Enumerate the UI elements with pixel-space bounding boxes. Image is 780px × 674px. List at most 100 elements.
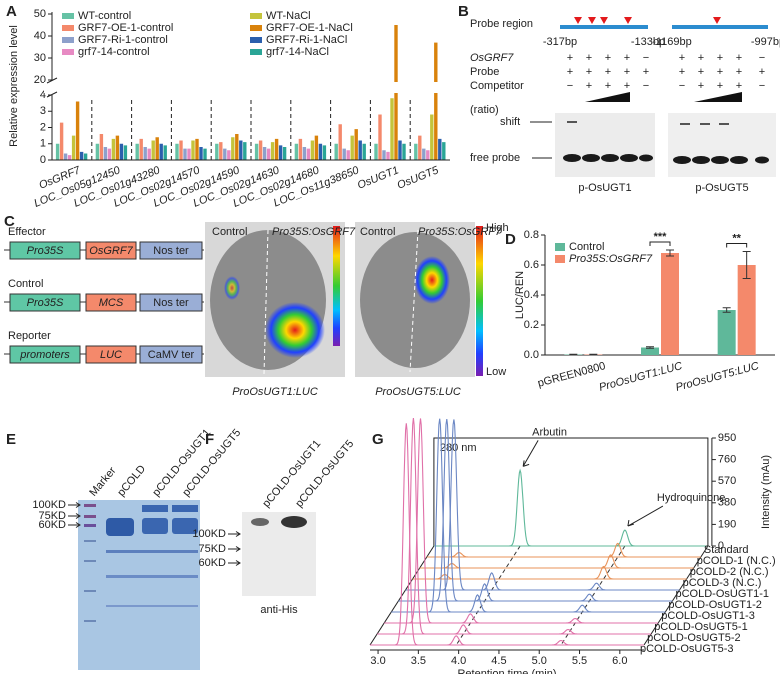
sign: + [567,52,573,64]
peak [452,624,475,635]
x-tick-label: pGREEN0800 [536,360,606,390]
peak [480,572,503,591]
peak [428,418,451,613]
scale-high: High [486,222,509,234]
error-bar [646,346,654,349]
legend-label: grf7-14-NaCl [266,46,329,58]
probe-start: -317bp [543,36,577,48]
peak [556,628,580,635]
peak [606,542,630,558]
bar [318,143,323,160]
lane-label: pCOLD [115,463,148,499]
image-label: Pro35S:OsGRF7 [418,226,502,238]
sign: + [717,80,723,92]
sign: + [736,52,742,64]
bar [278,145,283,160]
arrow [68,502,81,508]
error-bar [722,307,731,313]
midline [263,229,269,375]
bar [199,147,203,160]
x-tick-label: OsUGT5 [396,164,442,192]
peak [459,613,482,624]
y-tick-label: 3 [40,105,46,117]
x-tick-label: ProOsUGT1:LUC [598,360,684,394]
trace-label: Standard [704,544,749,556]
sign: − [567,80,573,92]
bar [95,143,100,160]
sign: + [717,52,723,64]
scale-low: Low [486,366,506,378]
competitor-wedge [585,92,742,102]
construct-part-label: OsGRF7 [89,245,133,257]
x-tick-label: 3.0 [370,655,385,667]
sign: + [679,52,685,64]
error-bar [589,353,598,356]
arrow [228,531,241,537]
marker-label: 60KD [38,519,66,531]
construct-part [139,345,203,364]
probe-region-label: Probe region [470,18,533,30]
panel-label: F [205,431,214,448]
y-tick-label: 950 [718,432,736,444]
x-tick-label: ProOsUGT5:LUC [674,360,760,394]
y-axis-label: LUC/REN [514,271,526,319]
bar [274,138,279,160]
bar [99,134,104,160]
sign: + [736,80,742,92]
sign: + [698,52,704,64]
significance-label: ** [732,232,741,244]
bar [71,135,76,160]
bar [358,140,362,160]
legend-label: GRF7-Ri-1-NaCl [266,34,347,46]
bar [187,148,191,160]
bar [302,147,307,160]
peak [613,529,637,547]
probe-end: -997bp [751,36,780,48]
image-caption: ProOsUGT5:LUC [375,386,461,398]
bar [175,143,179,160]
peak [585,582,608,591]
legend-swatch [62,25,74,31]
construct-part [85,345,137,364]
image-label: Control [360,226,395,238]
marker-label: 75KD [198,543,226,555]
bar [103,147,108,160]
y-tick-label: 50 [34,8,46,20]
bar [151,140,155,160]
bar [641,347,659,355]
bar [143,147,147,160]
bar [123,145,128,160]
luminescence [265,302,325,358]
sign: + [717,66,723,78]
x-tick-label: 4.5 [491,655,506,667]
peak [394,423,418,646]
legend-swatch [62,13,74,19]
break-mark [46,77,58,98]
trace-label: pCOLD-OsUGT5-3 [640,643,734,655]
arrow [627,505,664,527]
sign: + [624,66,630,78]
bar [135,143,139,160]
gel-image [668,113,776,177]
color-bar [476,226,483,376]
marker-label: 75KD [38,510,66,522]
y-tick-label: 760 [718,454,736,466]
sign: + [643,66,649,78]
legend-swatch [62,49,74,55]
bar [386,151,390,160]
row-label: OsGRF7 [470,52,514,64]
bar [294,143,299,160]
bar [378,114,382,160]
arrow [228,560,241,566]
panel-label: E [6,431,16,448]
bar [119,143,124,160]
y-tick-label: 190 [718,518,736,530]
bar [438,138,442,160]
peak [592,565,615,580]
lane-label: pCOLD-OsUGT5 [293,438,356,510]
y-axis-label: Relative expression level [8,25,20,147]
bar [270,142,275,160]
sign: + [736,66,742,78]
leaf [360,232,470,368]
